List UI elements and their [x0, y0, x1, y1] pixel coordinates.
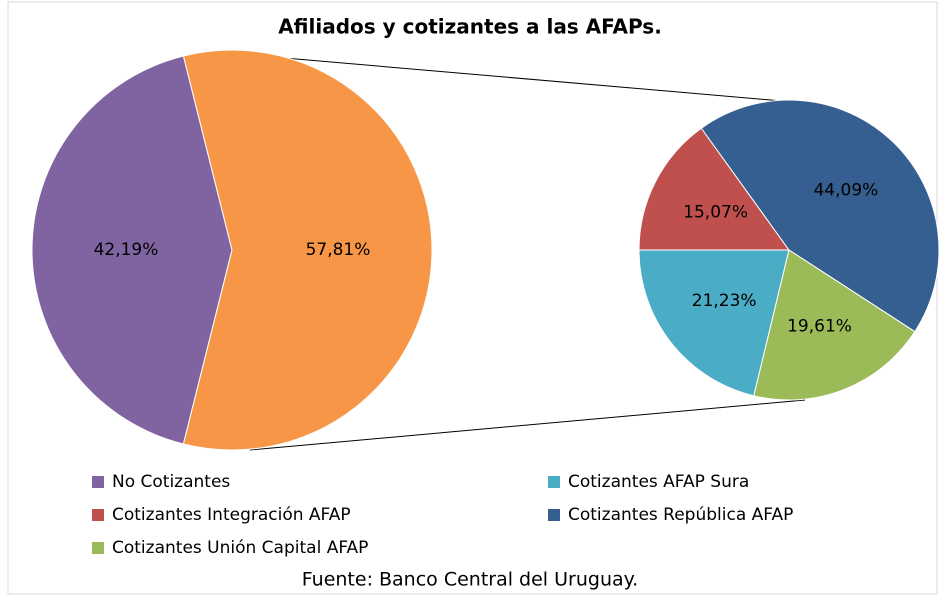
- legend-label: Cotizantes Unión Capital AFAP: [112, 538, 368, 558]
- data-label: 42,19%: [94, 240, 159, 260]
- connector-line: [249, 54, 806, 104]
- legend-label: Cotizantes Integración AFAP: [112, 505, 351, 525]
- legend-swatch: [548, 509, 560, 521]
- data-label: 15,07%: [683, 202, 748, 222]
- legend-swatch: [92, 542, 104, 554]
- data-label: 44,09%: [813, 180, 878, 200]
- pie-slice: [31, 55, 233, 445]
- pie-slice: [182, 49, 433, 451]
- legend-swatch: [92, 476, 104, 488]
- pie-slice: [638, 249, 790, 397]
- data-label: 21,23%: [692, 291, 757, 311]
- data-label: 19,61%: [787, 317, 852, 337]
- connector-line: [249, 399, 806, 451]
- legend-label: Cotizantes República AFAP: [568, 505, 793, 525]
- pie-slice: [638, 127, 790, 251]
- legend-swatch: [92, 509, 104, 521]
- pie-slice: [753, 249, 916, 401]
- source-note: Fuente: Banco Central del Uruguay.: [302, 569, 638, 591]
- data-label: 57,81%: [306, 240, 371, 260]
- pie-slice: [700, 99, 939, 333]
- legend-label: Cotizantes AFAP Sura: [568, 472, 749, 492]
- chart-title: Afiliados y cotizantes a las AFAPs.: [278, 15, 662, 39]
- legend-label: No Cotizantes: [112, 472, 230, 492]
- legend-swatch: [548, 476, 560, 488]
